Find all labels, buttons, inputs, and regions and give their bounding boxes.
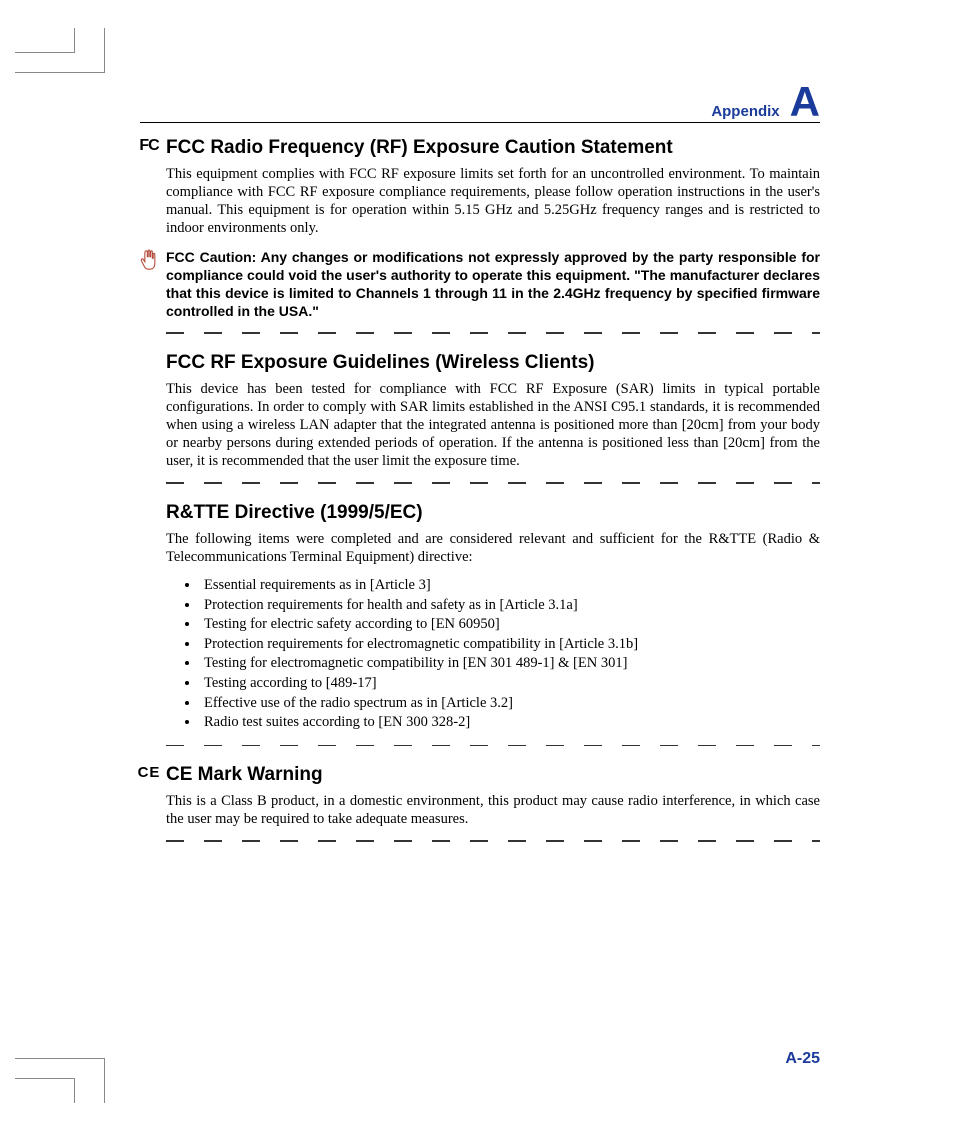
section-title: R&TTE Directive (1999/5/EC) — [166, 502, 820, 524]
list-item: Effective use of the radio spectrum as i… — [200, 694, 820, 714]
section-body: This device has been tested for complian… — [166, 380, 820, 471]
section-fcc-rf: FC FCC Radio Frequency (RF) Exposure Cau… — [140, 137, 820, 238]
section-rtte: R&TTE Directive (1999/5/EC) The followin… — [140, 502, 820, 733]
list-item: Testing according to [489-17] — [200, 674, 820, 694]
caution-block: FCC Caution: Any changes or modification… — [140, 248, 820, 321]
page-content: Appendix A FC FCC Radio Frequency (RF) E… — [140, 85, 820, 860]
list-item: Testing for electromagnetic compatibilit… — [200, 654, 820, 674]
section-body: This is a Class B product, in a domestic… — [166, 792, 820, 828]
page-header: Appendix A — [140, 85, 820, 123]
divider — [166, 482, 820, 484]
section-title: CE Mark Warning — [166, 764, 820, 786]
caution-hand-icon — [136, 248, 162, 272]
divider — [166, 840, 820, 842]
fc-icon: FC — [136, 137, 162, 155]
page-footer: A-25 — [140, 1050, 820, 1068]
list-item: Protection requirements for health and s… — [200, 596, 820, 616]
list-item: Protection requirements for electromagne… — [200, 635, 820, 655]
list-item: Essential requirements as in [Article 3] — [200, 576, 820, 596]
divider — [166, 745, 820, 747]
section-guidelines: FCC RF Exposure Guidelines (Wireless Cli… — [140, 352, 820, 471]
appendix-letter: A — [790, 85, 820, 119]
ce-icon: CE — [136, 764, 162, 781]
section-body: This equipment complies with FCC RF expo… — [166, 165, 820, 238]
section-ce: CE CE Mark Warning This is a Class B pro… — [140, 764, 820, 828]
appendix-label: Appendix — [711, 103, 779, 120]
section-title: FCC RF Exposure Guidelines (Wireless Cli… — [166, 352, 820, 374]
rtte-list: Essential requirements as in [Article 3]… — [200, 576, 820, 733]
section-intro: The following items were completed and a… — [166, 530, 820, 566]
crop-mark-tl-inner — [15, 28, 75, 53]
caution-text: FCC Caution: Any changes or modification… — [166, 248, 820, 321]
list-item: Radio test suites according to [EN 300 3… — [200, 713, 820, 733]
page-number: A-25 — [785, 1050, 820, 1067]
divider — [166, 332, 820, 334]
section-title: FCC Radio Frequency (RF) Exposure Cautio… — [166, 137, 820, 159]
list-item: Testing for electric safety according to… — [200, 615, 820, 635]
crop-mark-bl-inner — [15, 1078, 75, 1103]
